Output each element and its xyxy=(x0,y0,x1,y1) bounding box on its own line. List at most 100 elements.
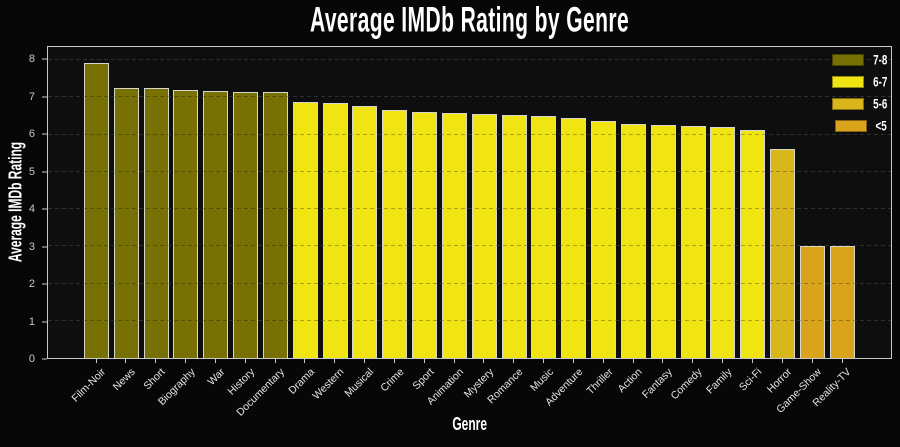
bars-container xyxy=(48,47,891,358)
bar-game-show xyxy=(799,245,825,358)
xtick-label-musical: Musical xyxy=(342,366,377,400)
ytick-label-6: 6 xyxy=(28,128,35,141)
legend: 7-8 6-7 5-6 <5 xyxy=(831,51,887,141)
bar-war xyxy=(203,91,229,358)
xtick-label-war: War xyxy=(205,366,228,388)
xtick-mark-romance xyxy=(513,359,515,363)
bar-documentary xyxy=(262,92,288,358)
plot-area: 7-8 6-7 5-6 <5 xyxy=(47,46,892,359)
xtick-mark-drama xyxy=(304,359,306,363)
legend-label-5: <5 xyxy=(875,117,887,135)
ytick-label-0: 0 xyxy=(28,353,35,365)
xtick-mark-music xyxy=(543,359,545,363)
bar-sport xyxy=(412,112,438,358)
bar-biography xyxy=(173,89,199,358)
x-axis: Film-Noir News Short Biography War History Doc… xyxy=(47,359,892,419)
bar-short xyxy=(143,87,169,358)
bar-adventure xyxy=(561,117,587,358)
ytick-label-1: 1 xyxy=(28,315,35,328)
x-axis-title: Genre xyxy=(452,413,487,436)
bar-thriller xyxy=(591,121,617,358)
legend-label-5-6: 5-6 xyxy=(872,95,887,113)
x-axis-title-wrap: Genre xyxy=(47,413,892,436)
gridline-y5 xyxy=(48,170,891,172)
xtick-mark-action xyxy=(632,359,634,363)
gridline-y7 xyxy=(48,96,891,98)
bar-reality-tv xyxy=(829,245,855,358)
xtick-mark-biography xyxy=(185,359,187,363)
legend-item-6-7: 6-7 xyxy=(831,73,887,91)
ytick-label-3: 3 xyxy=(28,240,35,253)
ytick-mark-2 xyxy=(42,283,47,285)
legend-label-7-8: 7-8 xyxy=(872,51,887,69)
xtick-label-film-noir: Film-Noir xyxy=(69,366,108,405)
gridline-y3 xyxy=(48,245,891,247)
bar-sci-fi xyxy=(740,130,766,358)
ytick-mark-8 xyxy=(42,58,47,60)
xtick-mark-adventure xyxy=(572,359,574,363)
ytick-mark-7 xyxy=(42,96,47,98)
ytick-label-5: 5 xyxy=(28,165,35,178)
legend-swatch-6-7 xyxy=(831,76,864,88)
bar-crime xyxy=(382,110,408,358)
xtick-mark-sci-fi xyxy=(751,359,753,363)
xtick-mark-short xyxy=(155,359,157,363)
ytick-label-2: 2 xyxy=(28,278,35,291)
ytick-label-4: 4 xyxy=(28,203,35,216)
gridline-y6 xyxy=(48,133,891,135)
xtick-mark-fantasy xyxy=(662,359,664,363)
legend-item-5-6: 5-6 xyxy=(831,95,887,113)
xtick-mark-film-noir xyxy=(95,359,97,363)
xtick-mark-musical xyxy=(364,359,366,363)
ytick-label-7: 7 xyxy=(28,90,35,103)
xtick-label-sport: Sport xyxy=(409,366,437,393)
xtick-mark-game-show xyxy=(811,359,813,363)
xtick-mark-family xyxy=(722,359,724,363)
legend-item-7-8: 7-8 xyxy=(831,51,887,69)
bar-news xyxy=(113,87,139,358)
bar-mystery xyxy=(471,114,497,358)
xtick-label-crime: Crime xyxy=(378,366,407,395)
xtick-label-sci-fi: Sci-Fi xyxy=(736,366,765,394)
xtick-mark-news xyxy=(125,359,127,363)
y-axis: 0 1 2 3 4 5 6 7 8 xyxy=(0,46,47,365)
legend-label-6-7: 6-7 xyxy=(872,73,887,91)
xtick-label-thriller: Thriller xyxy=(584,366,616,398)
xtick-mark-western xyxy=(334,359,336,363)
ytick-mark-0 xyxy=(42,358,47,360)
xtick-mark-horror xyxy=(781,359,783,363)
xtick-label-news: News xyxy=(110,366,138,394)
xtick-mark-reality-tv xyxy=(841,359,843,363)
ytick-mark-1 xyxy=(42,321,47,323)
ytick-mark-6 xyxy=(42,133,47,135)
legend-swatch-5 xyxy=(835,120,868,132)
xtick-mark-sport xyxy=(423,359,425,363)
bar-musical xyxy=(352,106,378,358)
gridline-y4 xyxy=(48,208,891,210)
ytick-label-8: 8 xyxy=(28,53,35,66)
gridline-y1 xyxy=(48,319,891,321)
xtick-mark-thriller xyxy=(602,359,604,363)
bar-history xyxy=(233,91,259,358)
ytick-mark-3 xyxy=(42,246,47,248)
xtick-label-short: Short xyxy=(141,366,168,393)
bar-drama xyxy=(292,102,318,358)
bar-horror xyxy=(770,149,796,358)
xtick-mark-crime xyxy=(393,359,395,363)
xtick-mark-history xyxy=(244,359,246,363)
bar-western xyxy=(322,102,348,358)
bar-music xyxy=(531,115,557,358)
legend-swatch-7-8 xyxy=(831,54,864,66)
ytick-mark-5 xyxy=(42,171,47,173)
bar-family xyxy=(710,126,736,358)
gridlines-under xyxy=(48,47,891,358)
ytick-mark-4 xyxy=(42,208,47,210)
xtick-label-family: Family xyxy=(704,366,735,397)
xtick-mark-comedy xyxy=(692,359,694,363)
chart-title-row: Average IMDb Rating by Genre xyxy=(47,0,892,39)
xtick-label-western: Western xyxy=(310,366,347,402)
bar-action xyxy=(620,124,646,358)
gridline-y2 xyxy=(48,282,891,284)
bar-romance xyxy=(501,115,527,358)
